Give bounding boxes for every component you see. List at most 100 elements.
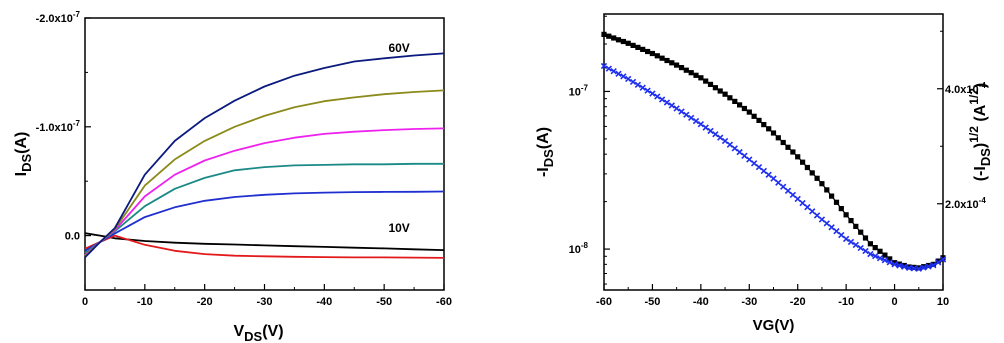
left-series-line-6 [84, 52, 445, 259]
right-point [600, 62, 608, 70]
right-point [813, 212, 821, 219]
right-point [737, 102, 743, 108]
right-point [814, 175, 820, 181]
right-y-tick-label: 10-7 [569, 83, 589, 98]
right-series-line-1 [603, 65, 944, 270]
right-point [896, 261, 902, 267]
right-point [663, 99, 671, 106]
right-point [818, 216, 826, 223]
right-point [809, 208, 816, 215]
right-point [751, 113, 757, 119]
right-point [789, 191, 797, 199]
right-point [915, 265, 922, 272]
right-point [838, 231, 845, 239]
right-point [804, 164, 810, 171]
right-point [799, 199, 806, 207]
right-point [829, 193, 835, 199]
right-x-tick-label: -20 [790, 296, 806, 308]
right-point [848, 218, 854, 224]
right-point [940, 255, 946, 261]
right-point [819, 181, 825, 187]
right-point [842, 235, 850, 243]
right-point [726, 141, 734, 148]
right-point [891, 261, 898, 268]
right-point [658, 96, 666, 103]
right-x-tick-label: -50 [644, 296, 660, 308]
right-point [629, 78, 637, 86]
left-annotation-1: 10V [388, 221, 409, 235]
right-series-0 [601, 31, 946, 271]
right-point [683, 67, 689, 73]
right-y-tick-label: 10-8 [569, 241, 589, 256]
right-point [857, 244, 864, 252]
right-point [693, 72, 699, 78]
right-y-axis-label: -IDS(A) [535, 127, 556, 177]
right-point [620, 38, 626, 45]
right-point [639, 84, 646, 91]
right-point [698, 75, 704, 81]
left-y-tick-label: -1.0x10-7 [36, 119, 81, 134]
right-point [770, 130, 777, 136]
right-point [707, 81, 714, 87]
right-point [886, 259, 893, 266]
left-series-line-0 [84, 232, 445, 251]
right-point [877, 248, 883, 254]
right-point [790, 149, 796, 155]
left-y-tick-label: 0.0 [65, 231, 80, 243]
right-point [678, 65, 685, 71]
right-point [833, 199, 840, 205]
right-point [862, 247, 869, 255]
right-point [712, 131, 719, 138]
right-point [828, 224, 835, 231]
right-point [688, 70, 694, 76]
right-point [625, 75, 632, 83]
right-x-tick-label: -30 [741, 296, 757, 308]
right-point [668, 102, 675, 109]
right-point [717, 88, 723, 94]
right-series-1 [600, 62, 947, 272]
right-point [654, 53, 660, 59]
right-point [795, 154, 801, 160]
right-x-tick-label: 10 [937, 296, 949, 308]
right-point [780, 139, 786, 146]
right-x-axis-label: VG(V) [753, 317, 795, 334]
right-point [688, 114, 695, 122]
right-point [905, 264, 913, 272]
right-x-tick-label: -10 [838, 296, 854, 308]
right-point [634, 81, 642, 88]
right-point [692, 117, 700, 125]
right-point [761, 122, 767, 128]
right-point [615, 37, 622, 43]
right-point [858, 229, 864, 235]
right-point [659, 55, 665, 61]
right-y2-tick-label: 2.0x10-4 [945, 196, 986, 211]
right-point [736, 148, 743, 156]
right-point [683, 111, 690, 118]
output-characteristics-chart: 0 -10 -20 -30 -40 -50 -60 -2.0x10-7 -1.0x10-7 0.0… [13, 10, 452, 343]
left-series-line-3 [84, 162, 444, 254]
right-point [756, 117, 762, 123]
right-point [852, 241, 859, 249]
left-x-tick-label: -50 [376, 296, 392, 308]
right-point [717, 134, 724, 141]
right-point [703, 78, 709, 84]
right-point [664, 57, 670, 64]
right-point [649, 90, 656, 97]
right-point [910, 265, 918, 272]
left-x-tick-label: -20 [197, 296, 213, 308]
right-point [722, 91, 728, 97]
left-annotation-0: 60V [388, 41, 409, 55]
right-point [784, 187, 792, 194]
right-point [901, 262, 907, 269]
right-point [721, 137, 729, 145]
right-point [838, 206, 844, 212]
right-point [712, 85, 718, 91]
left-y-tick-label: -2.0x10-7 [36, 10, 81, 25]
right-point [780, 183, 787, 190]
right-point [809, 170, 815, 176]
right-point [649, 50, 655, 57]
right-point [741, 105, 747, 112]
right-point [645, 48, 651, 55]
right-point [862, 235, 869, 241]
right-series-line-0 [603, 33, 944, 269]
